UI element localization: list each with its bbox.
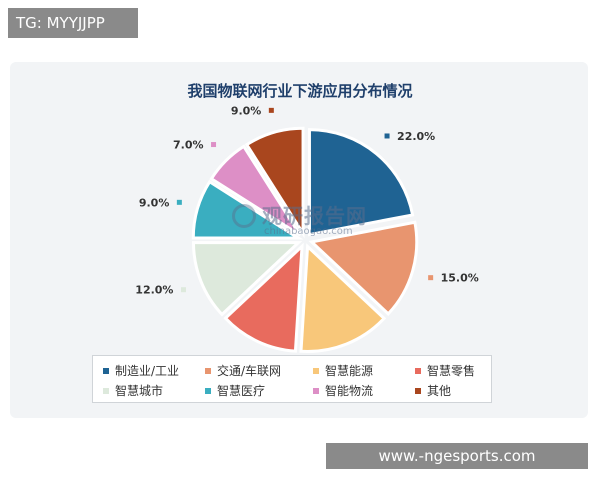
legend-swatch-energy bbox=[313, 367, 319, 374]
watermark-logo-icon bbox=[232, 204, 256, 228]
legend-item-medical: 智慧医疗 bbox=[205, 382, 265, 399]
legend-swatch-logistics bbox=[313, 387, 319, 394]
legend-label-other: 其他 bbox=[427, 384, 452, 398]
data-label-marker-transport bbox=[428, 275, 434, 281]
data-label-marker-city bbox=[180, 287, 186, 293]
data-label-city: 12.0% bbox=[135, 284, 173, 297]
pie-slice-retail bbox=[223, 242, 304, 353]
watermark-sub: chinabaogao.com bbox=[264, 226, 353, 237]
data-label-marker-manufacturing bbox=[384, 133, 390, 139]
data-label-medical: 9.0% bbox=[139, 196, 170, 209]
watermark-main: 观研报告网 bbox=[262, 204, 367, 228]
data-label-marker-other bbox=[268, 107, 274, 113]
bottom-tag: www.-ngesports.com bbox=[326, 443, 588, 469]
pie-slice-other bbox=[244, 126, 305, 239]
data-label-marker-logistics bbox=[211, 142, 217, 148]
legend-label-energy: 智慧能源 bbox=[325, 364, 374, 378]
data-label-other: 9.0% bbox=[231, 104, 262, 117]
legend-label-retail: 智慧零售 bbox=[427, 364, 476, 378]
legend-item-retail: 智慧零售 bbox=[415, 362, 475, 379]
legend-item-other: 其他 bbox=[415, 382, 451, 399]
legend-label-manufacturing: 制造业/工业 bbox=[115, 364, 180, 378]
chart-title: 我国物联网行业下游应用分布情况 bbox=[187, 82, 413, 100]
pie-slice-energy bbox=[299, 243, 387, 353]
legend-swatch-city bbox=[103, 387, 109, 394]
data-label-logistics: 7.0% bbox=[173, 139, 204, 152]
legend-item-logistics: 智能物流 bbox=[313, 382, 373, 399]
data-label-manufacturing: 22.0% bbox=[397, 130, 435, 143]
legend-label-city: 智慧城市 bbox=[115, 384, 164, 398]
legend-item-transport: 交通/车联网 bbox=[205, 362, 281, 379]
pie-slice-transport bbox=[308, 220, 419, 316]
legend-swatch-medical bbox=[205, 387, 211, 394]
data-label-marker-medical bbox=[176, 199, 182, 205]
legend-label-logistics: 智能物流 bbox=[325, 384, 374, 398]
legend-item-city: 智慧城市 bbox=[103, 382, 163, 399]
legend-label-medical: 智慧医疗 bbox=[217, 384, 266, 398]
pie-slice-manufacturing bbox=[307, 128, 415, 237]
pie-slice-logistics bbox=[209, 144, 302, 237]
chart-legend: 制造业/工业 交通/车联网 智慧能源 智慧零售智慧城市 智慧医疗 智能物流 其他 bbox=[92, 355, 492, 403]
legend-swatch-transport bbox=[205, 367, 211, 374]
legend-label-transport: 交通/车联网 bbox=[217, 364, 282, 378]
legend-swatch-other bbox=[415, 387, 421, 394]
legend-item-manufacturing: 制造业/工业 bbox=[103, 362, 179, 379]
legend-swatch-retail bbox=[415, 367, 421, 374]
pie-slice-city bbox=[191, 241, 303, 317]
pie-slices bbox=[191, 126, 419, 353]
legend-swatch-manufacturing bbox=[103, 367, 109, 374]
data-label-transport: 15.0% bbox=[441, 272, 479, 285]
top-tag: TG: MYYJJPP bbox=[8, 8, 138, 38]
legend-item-energy: 智慧能源 bbox=[313, 362, 373, 379]
